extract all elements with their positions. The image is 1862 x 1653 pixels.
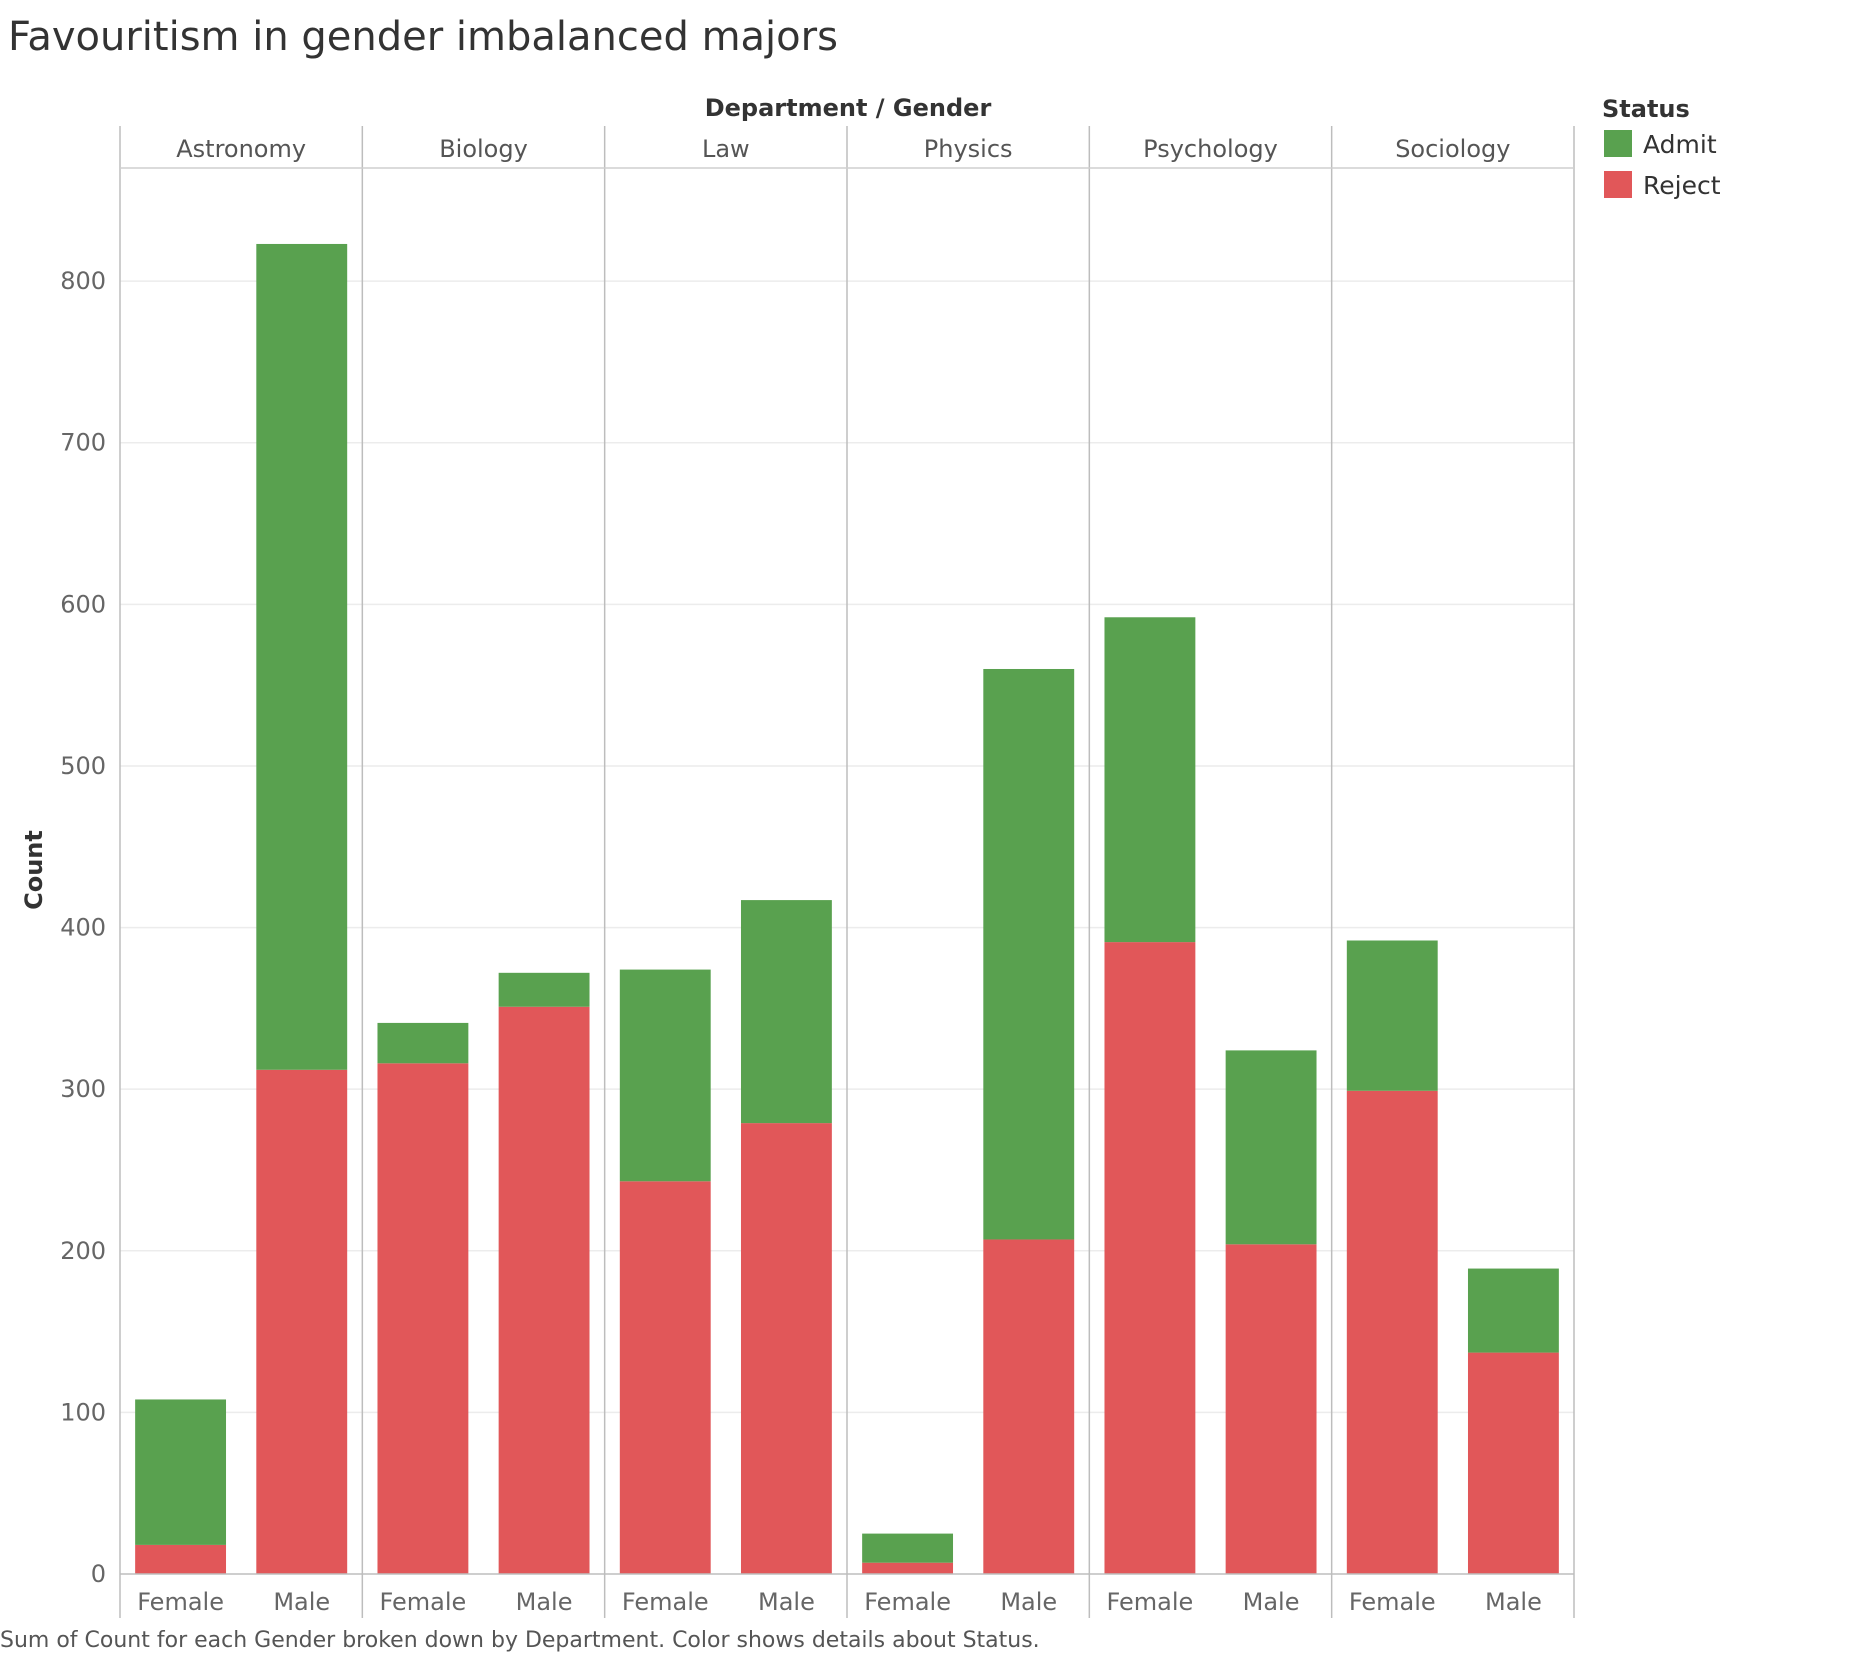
x-tick-label: Male — [758, 1588, 815, 1616]
department-header: Biology — [439, 135, 528, 163]
bar-admit-psychology-female — [1104, 617, 1196, 943]
bar-admit-astronomy-female — [135, 1399, 227, 1545]
legend: Status Admit Reject — [1602, 95, 1721, 200]
bar-reject-sociology-male — [1467, 1352, 1559, 1574]
bar-admit-astronomy-male — [256, 243, 348, 1070]
x-tick-label: Female — [622, 1588, 709, 1616]
x-tick-label: Female — [137, 1588, 224, 1616]
bar-admit-law-male — [740, 900, 832, 1124]
x-tick-label: Male — [1000, 1588, 1057, 1616]
bar-reject-astronomy-male — [256, 1069, 348, 1574]
bar-admit-physics-female — [862, 1533, 954, 1563]
x-tick-label: Female — [864, 1588, 951, 1616]
x-tick-label: Male — [516, 1588, 573, 1616]
bar-reject-biology-male — [498, 1006, 590, 1574]
column-header-title: Department / Gender — [705, 94, 992, 122]
x-tick-label: Male — [1485, 1588, 1542, 1616]
bar-reject-law-male — [740, 1123, 832, 1574]
legend-label-admit: Admit — [1643, 130, 1717, 159]
y-tick-label: 200 — [60, 1237, 106, 1265]
legend-swatch-admit — [1604, 130, 1632, 157]
bar-reject-psychology-female — [1104, 942, 1196, 1574]
y-tick-label: 500 — [60, 752, 106, 780]
bar-admit-biology-male — [498, 972, 590, 1007]
y-tick-label: 700 — [60, 429, 106, 457]
panel-frames — [119, 126, 1575, 1618]
y-tick-label: 100 — [60, 1398, 106, 1426]
bar-admit-psychology-male — [1225, 1050, 1317, 1245]
y-tick-label: 300 — [60, 1075, 106, 1103]
bar-admit-physics-male — [983, 668, 1075, 1240]
legend-label-reject: Reject — [1643, 171, 1721, 200]
y-tick-label: 600 — [60, 590, 106, 618]
bar-reject-biology-female — [377, 1063, 469, 1574]
legend-swatch-reject — [1604, 171, 1632, 198]
column-headers: Astronomy Biology Law Physics Psychology Soci… — [176, 135, 1510, 163]
x-axis: Female Male Female Male Female Male Female Male… — [137, 1588, 1542, 1616]
bar-admit-sociology-male — [1467, 1268, 1559, 1353]
bars — [135, 243, 1559, 1574]
bar-admit-law-female — [619, 969, 711, 1182]
chart-caption: Sum of Count for each Gender broken down… — [0, 1628, 1040, 1653]
bar-reject-sociology-female — [1346, 1090, 1438, 1574]
department-header: Astronomy — [176, 135, 306, 163]
department-header: Sociology — [1395, 135, 1510, 163]
bar-reject-physics-male — [983, 1239, 1075, 1574]
x-tick-label: Female — [380, 1588, 467, 1616]
y-tick-label: 800 — [60, 267, 106, 295]
bar-reject-astronomy-female — [135, 1544, 227, 1574]
department-header: Law — [702, 135, 750, 163]
bar-reject-physics-female — [862, 1562, 954, 1574]
x-tick-label: Male — [273, 1588, 330, 1616]
department-header: Psychology — [1143, 135, 1278, 163]
y-tick-label: 400 — [60, 914, 106, 942]
y-tick-label: 0 — [91, 1560, 106, 1588]
bar-reject-psychology-male — [1225, 1244, 1317, 1574]
x-tick-label: Female — [1107, 1588, 1194, 1616]
bar-admit-sociology-female — [1346, 940, 1438, 1091]
x-tick-label: Female — [1349, 1588, 1436, 1616]
chart-title: Favouritism in gender imbalanced majors — [8, 14, 838, 60]
bar-admit-biology-female — [377, 1022, 469, 1064]
y-axis-title: Count — [20, 830, 48, 910]
y-axis: 0 100 200 300 400 500 600 700 800 — [60, 267, 106, 1588]
department-header: Physics — [924, 135, 1013, 163]
bar-reject-law-female — [619, 1181, 711, 1574]
legend-title: Status — [1602, 95, 1690, 123]
x-tick-label: Male — [1243, 1588, 1300, 1616]
